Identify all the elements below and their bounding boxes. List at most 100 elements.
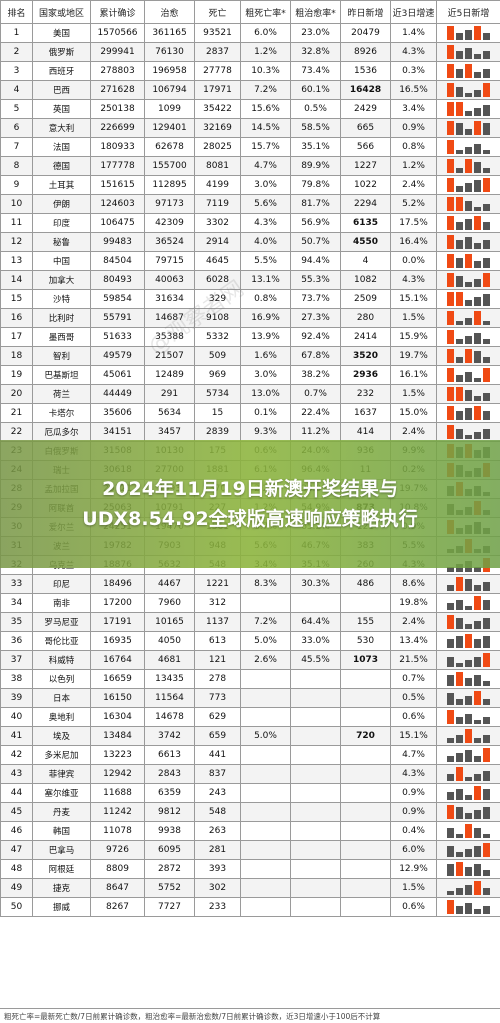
sparkline-bar [483,600,490,610]
table-footnote: 粗死亡率=最新死亡数/7日前累计确诊数，粗治愈率=最新治愈数/7日前累计确诊数，… [0,1008,500,1023]
cell-rank: 39 [0,688,33,708]
sparkline-bar [483,51,490,59]
trend-sparkline [436,802,500,822]
sparkline-bar [474,121,481,135]
cell-rank: 37 [0,650,33,670]
sparkline-bar [456,168,463,173]
cell-new [340,821,391,841]
table-row: 12 秘鲁 99483 36524 2914 4.0% 50.7% 4550 16.4% [0,232,500,252]
sparkline-bar [447,140,454,154]
sparkline-bar [465,30,472,40]
sparkline-bar [456,33,463,40]
cell-rank: 19 [0,365,33,385]
sparkline-bar [483,83,490,97]
cell-new: 232 [340,384,391,404]
cell-rank: 12 [0,232,33,252]
trend-sparkline [436,821,500,841]
cell-growth: 15.0% [390,403,437,423]
cell-new: 1637 [340,403,391,423]
sparkline-bar [465,129,472,135]
trend-sparkline [436,593,500,613]
cell-cured: 40063 [144,270,195,290]
cell-death-rate: 13.1% [240,270,291,290]
table-row: 33 印尼 18496 4467 1221 8.3% 30.3% 486 8.6% [0,574,500,594]
cell-death-rate: 5.0% [240,631,291,651]
cell-new [340,707,391,727]
cell-death-rate [240,783,291,803]
trend-sparkline [436,878,500,898]
cell-dead: 659 [194,726,241,746]
cell-death-rate [240,707,291,727]
sparkline-bar [447,864,454,876]
cell-new: 2936 [340,365,391,385]
sparkline-bar [447,235,454,249]
cell-new: 2414 [340,327,391,347]
cell-dead: 28025 [194,137,241,157]
cell-rank: 5 [0,99,33,119]
cell-dead: 393 [194,859,241,879]
sparkline-bar [465,336,472,344]
cell-name: 菲律宾 [32,764,91,784]
cell-cured: 42309 [144,213,195,233]
cell-dead: 2914 [194,232,241,252]
cell-rank: 38 [0,669,33,689]
sparkline-bar [447,273,454,287]
cell-dead: 969 [194,365,241,385]
cell-name: 俄罗斯 [32,42,91,62]
cell-rank: 44 [0,783,33,803]
sparkline-bar [474,162,481,173]
sparkline-bar [456,735,463,743]
sparkline-bar [474,691,481,705]
cell-confirmed: 13223 [90,745,145,765]
cell-name: 沙特 [32,289,91,309]
cell-rank: 7 [0,137,33,157]
cell-confirmed: 13484 [90,726,145,746]
sparkline-bar [483,429,490,439]
cell-dead: 441 [194,745,241,765]
table-row: 41 埃及 13484 3742 659 5.0% 720 15.1% [0,726,500,746]
column-header: 昨日新增 [340,0,391,24]
sparkline-bar [456,862,463,876]
cell-cured: 6095 [144,840,195,860]
cell-name: 印度 [32,213,91,233]
sparkline-bar [456,577,463,591]
trend-sparkline [436,631,500,651]
sparkline-bar [474,406,481,420]
sparkline-bar [456,240,463,249]
sparkline-bar [456,339,463,344]
cell-cure-rate [290,878,341,898]
sparkline-bar [456,717,463,724]
cell-name: 巴西 [32,80,91,100]
sparkline-bar [447,45,454,59]
cell-new: 2429 [340,99,391,119]
cell-confirmed: 9726 [90,840,145,860]
cell-name: 挪威 [32,897,91,917]
sparkline-bar [483,618,490,629]
cell-death-rate: 2.6% [240,650,291,670]
sparkline-bar [474,279,481,287]
cell-new [340,802,391,822]
cell-confirmed: 8809 [90,859,145,879]
cell-death-rate: 8.3% [240,574,291,594]
cell-growth: 0.9% [390,118,437,138]
sparkline-bar [447,178,454,192]
trend-sparkline [436,688,500,708]
cell-name: 南非 [32,593,91,613]
cell-new: 4550 [340,232,391,252]
column-header: 治愈 [144,0,195,24]
cell-cure-rate: 79.8% [290,175,341,195]
sparkline-bar [465,237,472,249]
cell-new [340,688,391,708]
cell-cured: 106794 [144,80,195,100]
cell-death-rate: 3.0% [240,175,291,195]
sparkline-bar [474,738,481,743]
sparkline-bar [483,699,490,705]
cell-growth: 0.5% [390,688,437,708]
sparkline-bar [474,54,481,59]
sparkline-bar [447,197,454,211]
cell-death-rate: 13.0% [240,384,291,404]
cell-confirmed: 8647 [90,878,145,898]
cell-growth: 2.4% [390,612,437,632]
sparkline-bar [465,372,472,382]
cell-new: 280 [340,308,391,328]
